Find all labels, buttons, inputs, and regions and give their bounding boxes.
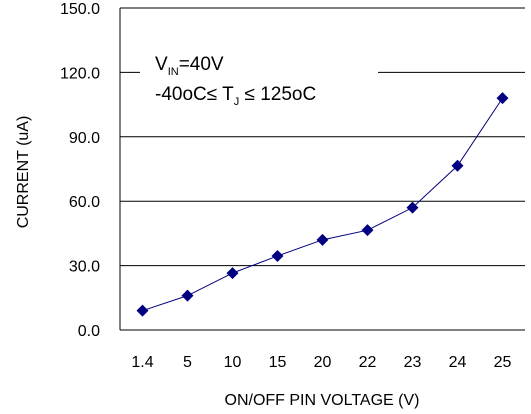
- x-tick-labels: 1.4 5 10 15 20 22 23 24 25: [131, 354, 511, 371]
- x-tick-label: 23: [404, 354, 422, 371]
- data-point-marker: [137, 305, 149, 317]
- data-point-marker: [362, 224, 374, 236]
- y-axis-title: CURRENT (uA): [15, 116, 32, 229]
- data-point-marker: [497, 92, 509, 104]
- y-tick-label: 0.0: [78, 323, 100, 340]
- data-point-marker: [317, 234, 329, 246]
- x-tick-label: 10: [224, 354, 242, 371]
- series-line: [143, 98, 503, 311]
- x-axis-title: ON/OFF PIN VOLTAGE (V): [225, 392, 420, 409]
- y-tick-label: 30.0: [69, 259, 100, 276]
- series-group: [137, 92, 509, 317]
- y-tick-label: 60.0: [69, 194, 100, 211]
- y-tick-labels: 0.0 30.0 60.0 90.0 120.0 150.0: [60, 1, 100, 340]
- x-tick-label: 5: [183, 354, 192, 371]
- annotation-box: VIN=40V -40oC≤ TJ ≤ 125oC: [140, 50, 378, 110]
- annotation-line-1: VIN=40V: [155, 54, 224, 78]
- data-point-marker: [227, 267, 239, 279]
- x-tick-label: 24: [449, 354, 467, 371]
- gridlines: [120, 8, 525, 266]
- data-point-marker: [182, 290, 194, 302]
- x-tick-label: 20: [314, 354, 332, 371]
- y-tick-label: 120.0: [60, 65, 100, 82]
- x-tick-label: 22: [359, 354, 377, 371]
- y-tick-label: 150.0: [60, 1, 100, 18]
- x-tick-label: 25: [494, 354, 512, 371]
- data-point-marker: [272, 250, 284, 262]
- y-tick-label: 90.0: [69, 130, 100, 147]
- x-tick-label: 15: [269, 354, 287, 371]
- x-tick-label: 1.4: [131, 354, 153, 371]
